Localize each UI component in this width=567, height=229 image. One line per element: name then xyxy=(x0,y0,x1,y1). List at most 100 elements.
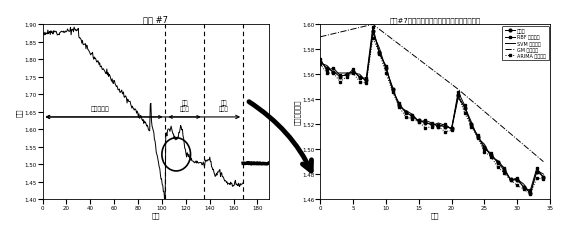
GM 预测结果 xyxy=(521,144,527,147)
Line: GM 预测结果: GM 预测结果 xyxy=(320,25,543,162)
GM 预测结果 xyxy=(462,94,468,97)
SVM 预测结果 xyxy=(527,193,534,196)
RBF 预测结果 xyxy=(442,123,448,126)
真实值 xyxy=(514,179,521,182)
SVM 预测结果 xyxy=(383,68,390,71)
ARIMA 预测结果 xyxy=(481,151,488,153)
SVM 预测结果 xyxy=(422,121,429,123)
Line: 真实值: 真实值 xyxy=(319,30,545,194)
ARIMA 预测结果 xyxy=(501,172,507,174)
Line: SVM 预测结果: SVM 预测结果 xyxy=(320,34,543,194)
真实值 xyxy=(376,51,383,54)
GM 预测结果 xyxy=(501,127,507,130)
ARIMA 预测结果 xyxy=(534,177,540,180)
GM 预测结果 xyxy=(475,105,481,108)
ARIMA 预测结果 xyxy=(330,72,337,75)
RBF 预测结果 xyxy=(514,177,521,180)
RBF 预测结果 xyxy=(330,67,337,70)
ARIMA 预测结果 xyxy=(370,38,376,40)
真实值 xyxy=(422,122,429,125)
真实值 xyxy=(416,120,422,122)
Text: 验证
数据集: 验证 数据集 xyxy=(180,100,189,111)
ARIMA 预测结果 xyxy=(435,126,442,128)
真实值 xyxy=(501,169,507,172)
SVM 预测结果 xyxy=(324,65,331,68)
真实值 xyxy=(330,71,337,74)
SVM 预测结果 xyxy=(462,106,468,109)
GM 预测结果 xyxy=(356,27,363,30)
真实值 xyxy=(317,61,324,64)
ARIMA 预测结果 xyxy=(527,193,534,196)
Line: RBF 预测结果: RBF 预测结果 xyxy=(319,26,545,192)
真实值 xyxy=(488,154,494,157)
ARIMA 预测结果 xyxy=(343,76,350,79)
SVM 预测结果 xyxy=(468,121,475,123)
真实值 xyxy=(527,192,534,194)
RBF 预测结果 xyxy=(534,167,540,169)
ARIMA 预测结果 xyxy=(455,95,462,97)
SVM 预测结果 xyxy=(481,143,488,146)
Title: 电池 #7: 电池 #7 xyxy=(143,15,168,25)
RBF 预测结果 xyxy=(422,120,429,122)
RBF 预测结果 xyxy=(324,70,331,73)
ARIMA 预测结果 xyxy=(521,188,527,191)
真实值 xyxy=(337,76,344,79)
GM 预测结果 xyxy=(514,138,521,141)
RBF 预测结果 xyxy=(429,122,435,125)
真实值 xyxy=(356,76,363,79)
SVM 预测结果 xyxy=(455,97,462,100)
Line: ARIMA 预测结果: ARIMA 预测结果 xyxy=(319,38,544,195)
RBF 预测结果 xyxy=(396,102,403,105)
SVM 预测结果 xyxy=(409,113,416,116)
RBF 预测结果 xyxy=(488,152,494,155)
SVM 预测结果 xyxy=(389,86,396,89)
ARIMA 预测结果 xyxy=(356,81,363,84)
RBF 预测结果 xyxy=(481,148,488,151)
真实值 xyxy=(409,116,416,119)
真实值 xyxy=(343,74,350,76)
SVM 预测结果 xyxy=(442,125,448,127)
GM 预测结果 xyxy=(337,32,344,34)
SVM 预测结果 xyxy=(337,72,344,75)
真实值 xyxy=(462,107,468,110)
真实值 xyxy=(350,71,357,74)
RBF 预测结果 xyxy=(409,114,416,117)
X-axis label: 循环: 循环 xyxy=(152,212,160,218)
SVM 预测结果 xyxy=(402,110,409,112)
SVM 预测结果 xyxy=(350,72,357,75)
ARIMA 预测结果 xyxy=(363,82,370,85)
GM 预测结果 xyxy=(370,24,376,27)
RBF 预测结果 xyxy=(343,75,350,78)
ARIMA 预测结果 xyxy=(324,72,331,75)
GM 预测结果 xyxy=(422,64,429,66)
SVM 预测结果 xyxy=(507,179,514,182)
ARIMA 预测结果 xyxy=(383,72,390,75)
真实值 xyxy=(507,178,514,181)
ARIMA 预测结果 xyxy=(317,64,324,66)
真实值 xyxy=(396,105,403,107)
GM 预测结果 xyxy=(376,29,383,32)
真实值 xyxy=(363,80,370,82)
GM 预测结果 xyxy=(409,54,416,56)
SVM 预测结果 xyxy=(370,33,376,35)
X-axis label: 循环: 循环 xyxy=(431,212,439,218)
GM 预测结果 xyxy=(494,122,501,125)
RBF 预测结果 xyxy=(462,105,468,107)
真实值 xyxy=(481,146,488,148)
GM 预测结果 xyxy=(317,36,324,39)
ARIMA 预测结果 xyxy=(402,116,409,119)
RBF 预测结果 xyxy=(389,90,396,93)
GM 预测结果 xyxy=(402,49,409,52)
Y-axis label: 归一相对容量: 归一相对容量 xyxy=(294,100,301,125)
GM 预测结果 xyxy=(416,59,422,61)
ARIMA 预测结果 xyxy=(337,81,344,84)
GM 预测结果 xyxy=(455,88,462,91)
真实值 xyxy=(521,185,527,188)
真实值 xyxy=(435,125,442,127)
SVM 预测结果 xyxy=(317,62,324,65)
真实值 xyxy=(442,126,448,128)
ARIMA 预测结果 xyxy=(396,106,403,109)
真实值 xyxy=(468,123,475,126)
ARIMA 预测结果 xyxy=(448,129,455,132)
SVM 预测结果 xyxy=(521,183,527,186)
